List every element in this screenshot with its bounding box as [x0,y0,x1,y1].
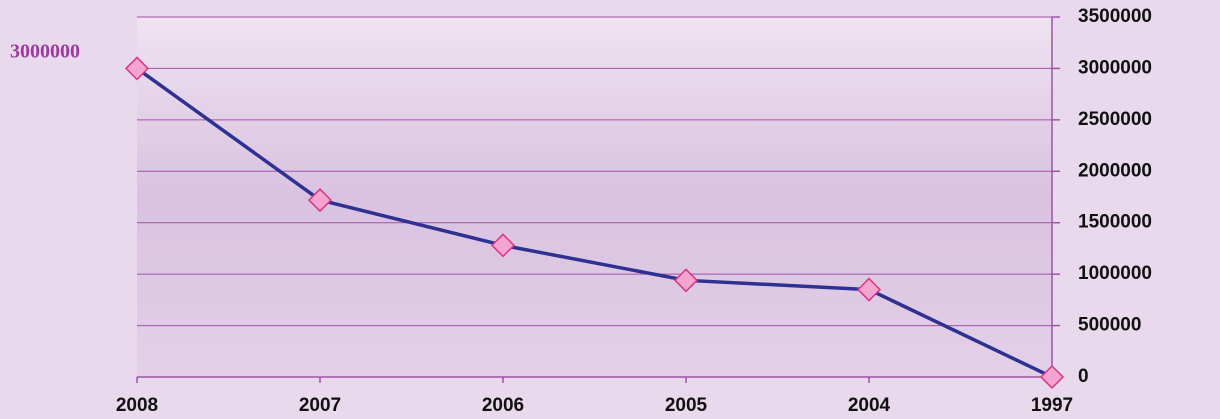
y-tick-label: 2500000 [1078,109,1152,130]
y-tick-label: 2000000 [1078,160,1152,181]
y-tick-label: 1000000 [1078,263,1152,284]
marker [673,268,699,293]
data-label: 3000000 [10,41,80,63]
x-tick-label: 2008 [116,395,158,416]
x-tick-label: 2004 [848,395,891,416]
marker [1039,364,1065,390]
y-tick-label: 3000000 [1078,57,1152,78]
y-tick-label: 0 [1078,366,1089,387]
marker [124,56,150,81]
line [135,67,1053,379]
x-tick-label: 2005 [665,395,708,416]
y-tick-label: 1500000 [1078,212,1152,233]
marker [490,233,516,258]
x-tick-label: 1997 [1031,395,1073,416]
y-tick-label: 500000 [1078,315,1141,336]
marker [856,277,882,302]
y-tick-label: 3500000 [1078,6,1152,27]
x-tick-label: 2006 [482,395,524,416]
marker [307,188,333,213]
x-tick-label: 2007 [299,395,341,416]
plot-area [137,17,1052,377]
